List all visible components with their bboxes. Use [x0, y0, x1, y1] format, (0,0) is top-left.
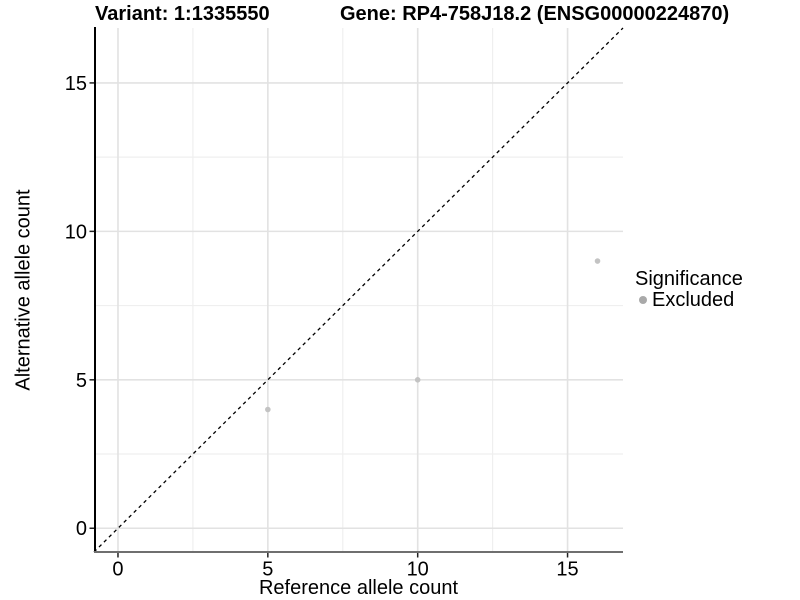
data-point [414, 377, 421, 383]
data-point [265, 406, 271, 413]
x-tick-label: 10 [407, 559, 429, 581]
y-tick-label: 5 [76, 370, 87, 392]
y-tick-label: 10 [65, 221, 87, 243]
plot-title-gene: Gene: RP4-758J18.2 (ENSG00000224870) [340, 3, 730, 25]
legend-items: Excluded [635, 290, 743, 310]
y-tick-label: 15 [65, 73, 87, 95]
identity-line [93, 27, 624, 553]
legend: Significance Excluded [635, 268, 743, 310]
x-axis-title: Reference allele count [258, 577, 458, 599]
data-point [594, 258, 601, 264]
x-tick-label: 15 [556, 559, 578, 581]
plot-title-variant: Variant: 1:1335550 [95, 3, 270, 25]
x-tick-label: 5 [262, 559, 273, 581]
legend-item-label: Excluded [652, 289, 735, 311]
y-tick-label: 0 [76, 518, 87, 540]
x-tick-label: 0 [112, 559, 123, 581]
legend-title: Significance [635, 268, 743, 290]
legend-point-icon [639, 296, 647, 304]
legend-item: Excluded [635, 290, 743, 310]
y-axis-title: Alternative allele count [12, 189, 35, 391]
